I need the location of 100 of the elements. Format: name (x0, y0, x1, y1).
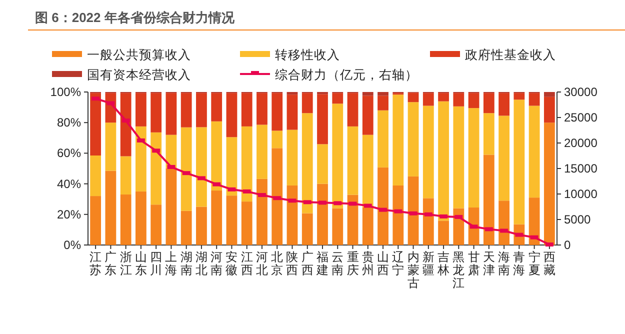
bar (453, 93, 464, 106)
x-tick-label: 山西 (377, 250, 390, 277)
y2-tick-label: 20000 (564, 136, 598, 150)
bar (468, 93, 480, 108)
x-tick-label: 新疆 (422, 250, 434, 277)
x-tick-label: 海南 (498, 250, 510, 277)
bar (392, 185, 404, 245)
x-tick-label: 江西 (240, 250, 253, 277)
chart-title: 图 6：2022 年各省份综合财力情况 (35, 10, 236, 25)
bar (196, 93, 207, 128)
bar (317, 94, 328, 144)
bar (272, 93, 283, 131)
x-tick-label: 青海 (513, 250, 526, 277)
bar (483, 154, 494, 245)
bar (422, 93, 434, 106)
bar (438, 93, 449, 102)
bar (317, 184, 328, 245)
y-tick-label: 20% (56, 207, 82, 222)
x-tick-label: 福建 (316, 250, 328, 277)
bar (498, 116, 510, 201)
bar (150, 93, 162, 132)
legend-label: 转移性收入 (275, 48, 340, 62)
y2-tick-label: 15000 (564, 162, 598, 176)
x-tick-label: 黑龙江 (452, 250, 465, 290)
bar (544, 92, 555, 97)
bar (120, 93, 132, 156)
y-tick-label: 80% (56, 116, 82, 130)
bar (378, 167, 388, 245)
x-tick-label: 四川 (150, 250, 162, 277)
bar (528, 106, 540, 198)
bar (302, 213, 313, 245)
x-tick-label: 甘肃 (468, 250, 480, 277)
x-tick-label: 云南 (332, 250, 344, 277)
bar (438, 220, 449, 245)
bar (392, 94, 404, 186)
bar (514, 93, 525, 100)
bar (408, 92, 419, 102)
bar (136, 191, 146, 245)
bar (468, 108, 480, 208)
y2-tick-label: 5000 (564, 212, 592, 226)
bar (226, 196, 238, 245)
y2-tick-label: 30000 (564, 85, 598, 99)
bar (422, 198, 434, 245)
bar (362, 208, 374, 245)
bar (105, 122, 116, 171)
bar (378, 110, 388, 168)
bar (211, 93, 222, 122)
bar (196, 127, 207, 207)
bar (483, 113, 494, 155)
bar (468, 208, 480, 245)
y2-tick-label: 0 (564, 238, 571, 252)
bar (136, 126, 146, 192)
bar (150, 204, 162, 245)
bar (378, 96, 388, 110)
bar (256, 93, 268, 125)
bar (498, 200, 510, 245)
bar (347, 194, 358, 245)
x-tick-label: 辽宁 (392, 250, 404, 277)
y2-tick-label: 10000 (564, 187, 598, 201)
bar (166, 93, 177, 135)
bar (180, 210, 192, 245)
bar (332, 104, 344, 208)
x-tick-label: 湖北 (195, 250, 208, 277)
bar (180, 93, 192, 128)
bar (286, 92, 298, 95)
bar (498, 93, 510, 116)
bar (136, 93, 146, 126)
y-tick-label: 0% (64, 238, 82, 252)
bar (180, 127, 192, 211)
legend-label: 综合财力（亿元，右轴） (275, 68, 418, 82)
bar (226, 137, 238, 196)
x-tick-label: 西藏 (543, 250, 556, 277)
bar (528, 93, 540, 106)
y-tick-label: 60% (56, 146, 82, 160)
bar (150, 132, 162, 205)
bar (120, 156, 132, 195)
bar (408, 176, 419, 245)
x-tick-label: 天津 (482, 250, 495, 277)
bar (105, 170, 116, 245)
bar (272, 130, 283, 148)
bar (332, 208, 344, 245)
bar (528, 198, 540, 245)
bar (317, 144, 328, 184)
bar (241, 93, 252, 126)
legend-label: 政府性基金收入 (465, 47, 556, 62)
x-tick-label: 宁夏 (528, 250, 540, 277)
y-tick-label: 40% (56, 176, 82, 191)
bar (272, 148, 283, 245)
x-tick-label: 山东 (134, 250, 147, 277)
bar (256, 124, 268, 179)
y2-tick-label: 25000 (564, 110, 598, 124)
bar (483, 93, 494, 114)
x-tick-label: 内蒙古 (407, 250, 420, 290)
bar (378, 92, 388, 96)
bar (422, 106, 434, 198)
legend-label: 国有资本经营收入 (87, 68, 191, 82)
bar (286, 94, 298, 130)
x-tick-label: 江苏 (90, 250, 102, 277)
bar (362, 96, 374, 135)
bar (302, 113, 313, 214)
